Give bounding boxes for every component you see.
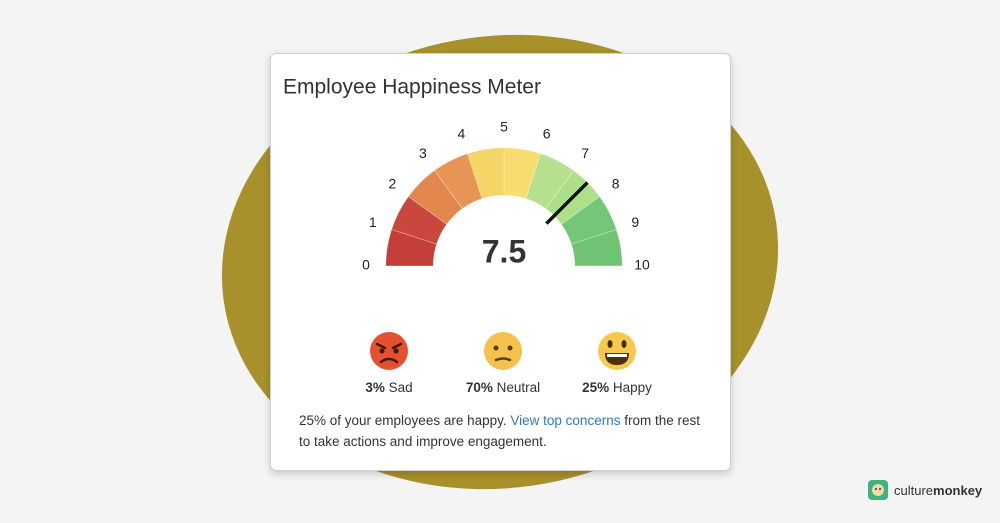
gauge-segment	[504, 148, 541, 199]
brand-name: monkey	[933, 482, 983, 498]
emojis	[370, 332, 636, 370]
brand-icon	[868, 480, 888, 500]
stat-name: Neutral	[496, 380, 541, 395]
stat-value: 3%	[365, 380, 385, 395]
tick-mark	[561, 196, 600, 225]
tick-label: 7	[581, 145, 589, 161]
tick-mark	[545, 170, 574, 209]
gauge-segment	[571, 229, 622, 266]
stat-value: 70%	[465, 380, 493, 395]
gauge-segment	[561, 196, 617, 245]
tick-label: 2	[388, 176, 396, 192]
tick-mark	[467, 153, 483, 199]
tick-mark	[525, 153, 541, 199]
tick-label: 5	[500, 119, 508, 135]
brand: culture monkey	[868, 480, 982, 500]
gauge: Employee Happiness Meter 0 1 2 3 4 5 6 7 8 9 10 7.5	[283, 76, 650, 273]
summary: 25% of your employees are happy. View to…	[299, 410, 709, 452]
stat-sad: 3% Sad	[319, 380, 459, 395]
summary-text: 25% of your employees are happy.	[299, 413, 507, 428]
tick-label: 8	[612, 176, 620, 192]
needle	[545, 181, 589, 225]
gauge-segment	[434, 153, 483, 209]
tick-label: 0	[362, 257, 370, 273]
tick-label: 6	[543, 125, 551, 141]
stat-neutral: 70% Neutral	[433, 380, 573, 395]
card: Employee Happiness Meter 0 1 2 3 4 5 6 7 8 9 10 7.5…	[270, 53, 731, 471]
tick-label: 3	[419, 145, 427, 161]
tick-mark	[391, 229, 437, 245]
emoji-sad	[370, 332, 408, 370]
tick-mark	[408, 196, 447, 225]
emoji-happy	[598, 332, 636, 370]
gauge-segment	[386, 229, 437, 266]
gauge-value: 7.5	[482, 233, 526, 269]
gauge-segment	[391, 196, 447, 245]
link[interactable]: View top concerns	[510, 413, 621, 428]
tick-mark	[571, 229, 617, 245]
tick-label: 4	[457, 125, 465, 141]
card-title: Employee Happiness Meter	[283, 76, 541, 99]
tick-label: 1	[369, 214, 377, 230]
stat-name: Happy	[612, 380, 652, 395]
gauge-segment	[408, 170, 463, 225]
summary-text: from the rest to take actions and improv…	[299, 413, 701, 449]
stat-happy: 25% Happy	[547, 380, 687, 395]
tick-label: 10	[634, 257, 650, 273]
emoji-neutral	[484, 332, 522, 370]
gauge-segment	[467, 148, 504, 199]
gauge-segment	[525, 153, 574, 209]
stat-name: Sad	[388, 380, 413, 395]
brand-name: culture	[894, 482, 934, 498]
tick-mark	[434, 170, 463, 209]
tick-label: 9	[631, 214, 639, 230]
stat-value: 25%	[582, 380, 610, 395]
